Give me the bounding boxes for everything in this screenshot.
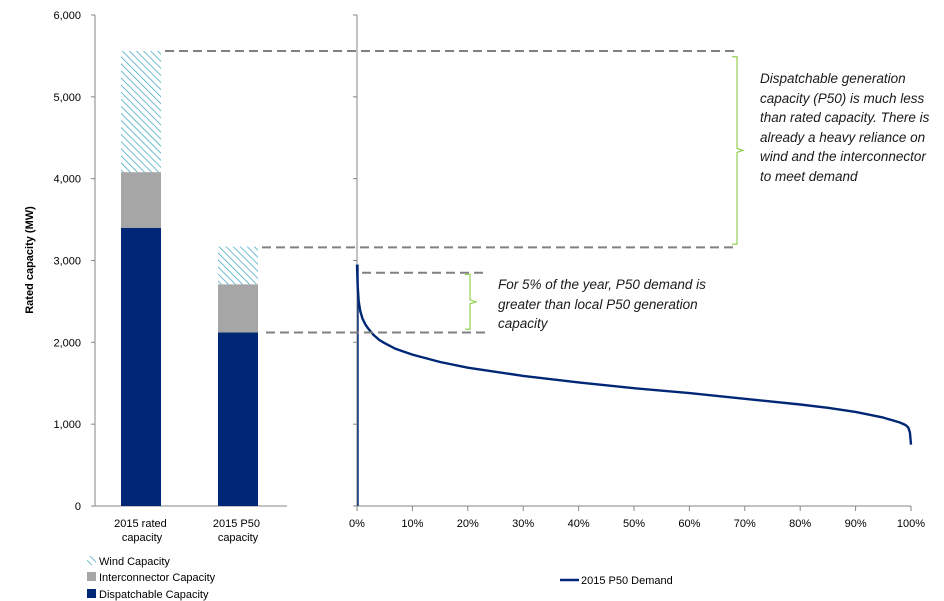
y-axis-label: Rated capacity (MW) [24, 206, 36, 314]
annotation-text-lower: For 5% of the year, P50 demand is greate… [498, 277, 706, 331]
left-y-tick-label: 3,000 [53, 256, 81, 268]
right-x-tick-label: 100% [897, 518, 925, 530]
left-y-tick-label: 0 [75, 501, 81, 513]
legend-swatch-wind [87, 556, 96, 565]
right-x-tick-label: 90% [845, 518, 867, 530]
legend-swatch-interconnector [87, 572, 96, 581]
annotation-bracket-upper [732, 56, 745, 245]
legend-label-wind: Wind Capacity [99, 556, 170, 568]
category-label-rated: 2015 rated capacity [114, 518, 170, 544]
legend-label-interconnector: Interconnector Capacity [99, 572, 216, 584]
legend-swatch-dispatchable [87, 589, 96, 598]
bar-segment-interconnector [218, 284, 258, 333]
right-x-tick-label: 80% [789, 518, 811, 530]
annotation-text-upper: Dispatchable generation capacity (P50) i… [760, 71, 930, 184]
right-x-tick-label: 20% [457, 518, 479, 530]
bar-segment-dispatchable [121, 227, 161, 506]
right-x-tick-label: 40% [568, 518, 590, 530]
left-y-tick-label: 1,000 [53, 419, 81, 431]
left-y-tick-label: 5,000 [53, 92, 81, 104]
right-x-tick-label: 50% [623, 518, 645, 530]
left-y-tick-label: 6,000 [53, 10, 81, 22]
legend-label-demand: 2015 P50 Demand [581, 575, 673, 587]
right-x-tick-label: 70% [734, 518, 756, 530]
legend-label-dispatchable: Dispatchable Capacity [99, 589, 209, 601]
right-x-tick-label: 60% [678, 518, 700, 530]
right-x-tick-label: 0% [349, 518, 365, 530]
category-label-p50: 2015 P50 capacity [213, 518, 263, 544]
left-y-tick-label: 2,000 [53, 337, 81, 349]
annotation-bracket-lower [465, 273, 478, 330]
bar-segment-wind [218, 246, 258, 285]
left-legend: Wind Capacity Interconnector Capacity Di… [87, 556, 216, 601]
left-y-tick-label: 4,000 [53, 174, 81, 186]
right-x-tick-label: 10% [401, 518, 423, 530]
bar-segment-wind [121, 51, 161, 173]
bar-segment-interconnector [121, 172, 161, 228]
right-x-tick-label: 30% [512, 518, 534, 530]
bar-segment-dispatchable [218, 332, 258, 506]
right-legend: 2015 P50 Demand [560, 575, 673, 587]
demand-curve-line [355, 264, 913, 445]
